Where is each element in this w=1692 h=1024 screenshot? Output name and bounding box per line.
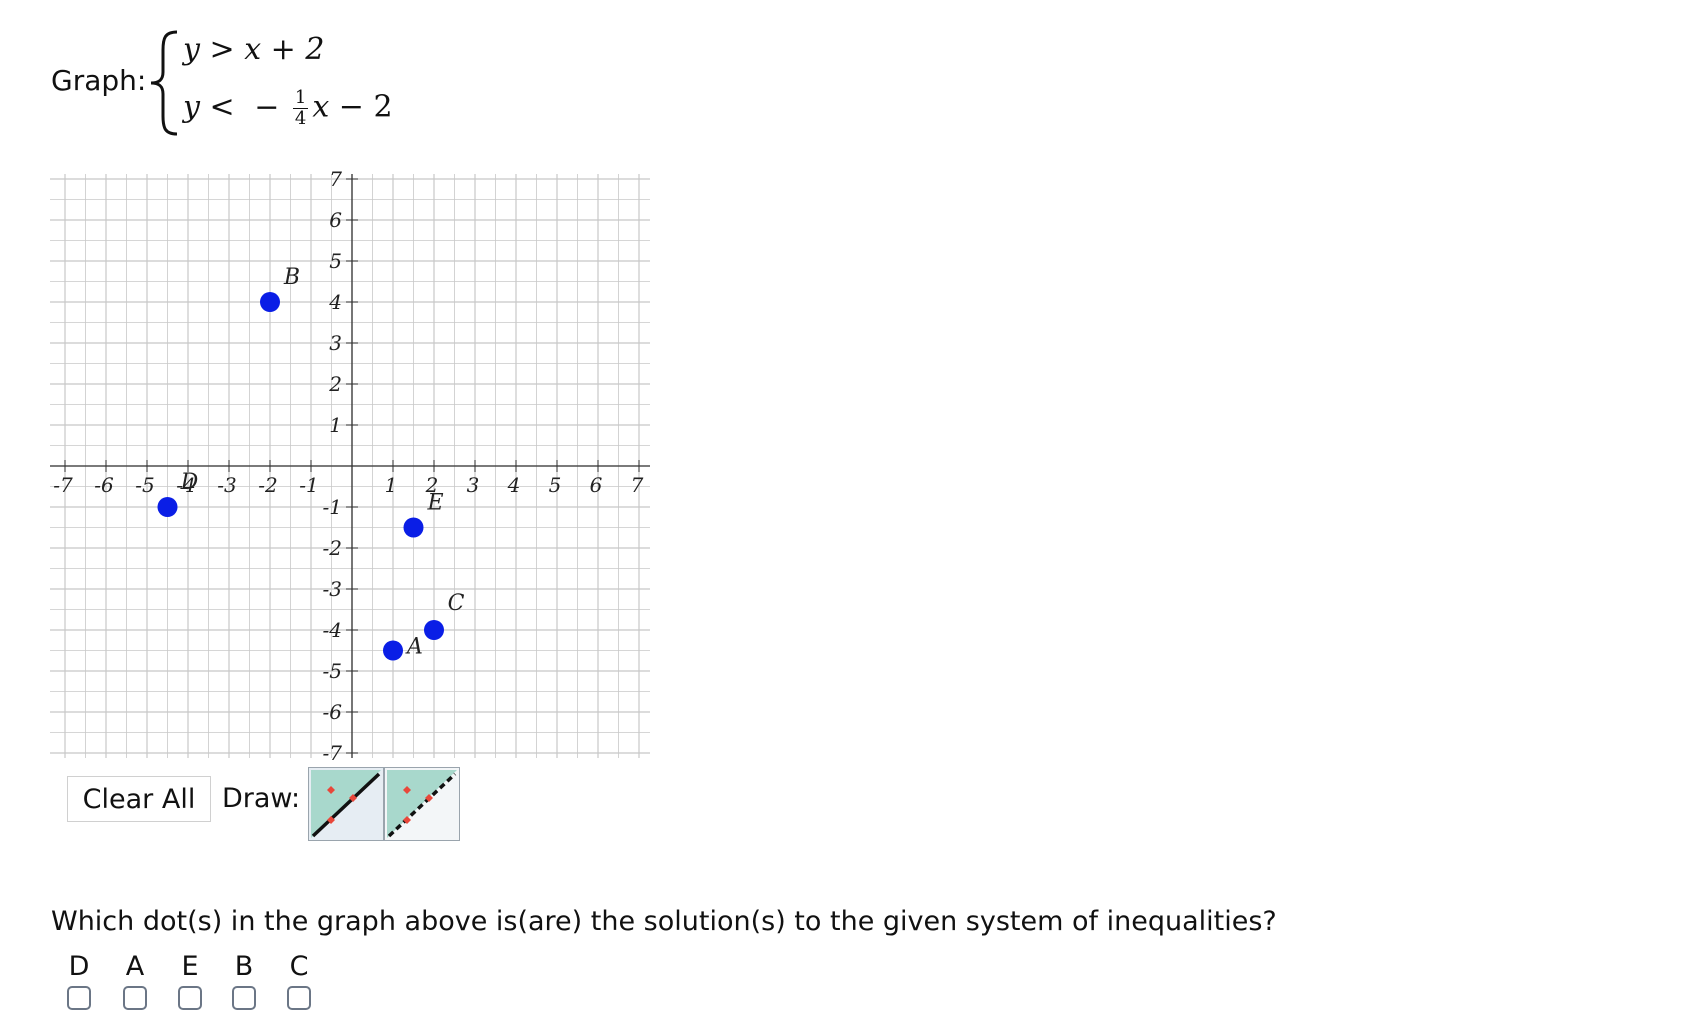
y-tick-label: 7 xyxy=(329,167,342,191)
draw-label: Draw: xyxy=(222,783,301,814)
dot-d[interactable] xyxy=(157,497,178,517)
option-c[interactable]: C xyxy=(281,950,317,1010)
dashed-line-tool-icon xyxy=(387,770,457,838)
y-tick-label: 5 xyxy=(329,249,342,273)
y-tick-label: 1 xyxy=(329,413,342,437)
option-checkbox[interactable] xyxy=(123,986,147,1010)
dot-label-c: C xyxy=(448,591,465,616)
option-label: C xyxy=(289,951,309,982)
dot-b[interactable] xyxy=(260,292,280,312)
y-tick-label: -2 xyxy=(323,536,342,560)
option-a[interactable]: A xyxy=(117,950,153,1010)
solid-line-tool-button[interactable] xyxy=(308,767,384,841)
y-tick-label: 3 xyxy=(329,331,342,355)
y-tick-label: -6 xyxy=(323,700,343,724)
dot-c[interactable] xyxy=(424,620,444,640)
x-tick-label: -4 xyxy=(176,473,195,497)
dot-e[interactable] xyxy=(403,517,424,538)
x-tick-label: 7 xyxy=(631,473,644,497)
option-e[interactable]: E xyxy=(172,950,208,1010)
x-tick-label: -5 xyxy=(135,473,154,497)
inequality-2: y < − 1 4 x − 2 xyxy=(183,87,393,129)
y-tick-label: -5 xyxy=(323,659,342,683)
graph-label: Graph: xyxy=(51,64,147,97)
system-brace xyxy=(150,30,178,136)
y-tick-label: 6 xyxy=(329,208,342,232)
x-tick-label: -6 xyxy=(94,473,114,497)
coordinate-graph[interactable]: -7 -6 -5 -4 -3 -2 -1 1 2 3 4 5 6 7 7 6 5 4 3 2 1 -1 -2 -3 -4 -5 -6… xyxy=(0,160,660,770)
x-tick-label: 4 xyxy=(507,473,521,497)
option-d[interactable]: D xyxy=(61,950,97,1010)
option-checkbox[interactable] xyxy=(232,986,256,1010)
x-tick-label: 3 xyxy=(467,473,480,497)
option-label: B xyxy=(234,951,254,982)
dot-label-e: E xyxy=(426,491,443,516)
solid-line-tool-icon xyxy=(311,770,381,838)
clear-all-button[interactable]: Clear All xyxy=(67,776,211,822)
x-tick-label: 2 xyxy=(425,473,439,497)
y-tick-label: -7 xyxy=(323,741,343,765)
option-label: E xyxy=(181,951,199,982)
dot-label-d: D xyxy=(180,470,199,495)
x-tick-label: -2 xyxy=(258,473,277,497)
y-tick-label: 2 xyxy=(328,372,342,396)
question-text: Which dot(s) in the graph above is(are) … xyxy=(51,906,1277,937)
x-tick-label: -1 xyxy=(299,473,318,497)
dot-label-a: A xyxy=(405,635,423,660)
option-b[interactable]: B xyxy=(226,950,262,1010)
option-label: A xyxy=(125,951,145,982)
x-tick-label: 1 xyxy=(385,473,398,497)
y-tick-label: -3 xyxy=(323,577,342,601)
option-label: D xyxy=(68,951,90,982)
dot-label-b: B xyxy=(283,265,300,290)
y-tick-label: -4 xyxy=(323,618,342,642)
dot-a[interactable] xyxy=(383,640,403,661)
option-checkbox[interactable] xyxy=(178,986,202,1010)
fraction-one-quarter: 1 4 xyxy=(292,87,309,129)
dashed-line-tool-button[interactable] xyxy=(384,767,460,841)
y-tick-label: 4 xyxy=(328,290,342,314)
x-tick-label: 6 xyxy=(590,473,603,497)
inequality-1: y > x + 2 xyxy=(183,32,325,67)
y-tick-label: -1 xyxy=(323,495,342,519)
x-tick-label: -3 xyxy=(217,473,236,497)
x-tick-label: 5 xyxy=(549,473,562,497)
option-checkbox[interactable] xyxy=(67,986,91,1010)
x-tick-label: -7 xyxy=(53,473,73,497)
option-checkbox[interactable] xyxy=(287,986,311,1010)
